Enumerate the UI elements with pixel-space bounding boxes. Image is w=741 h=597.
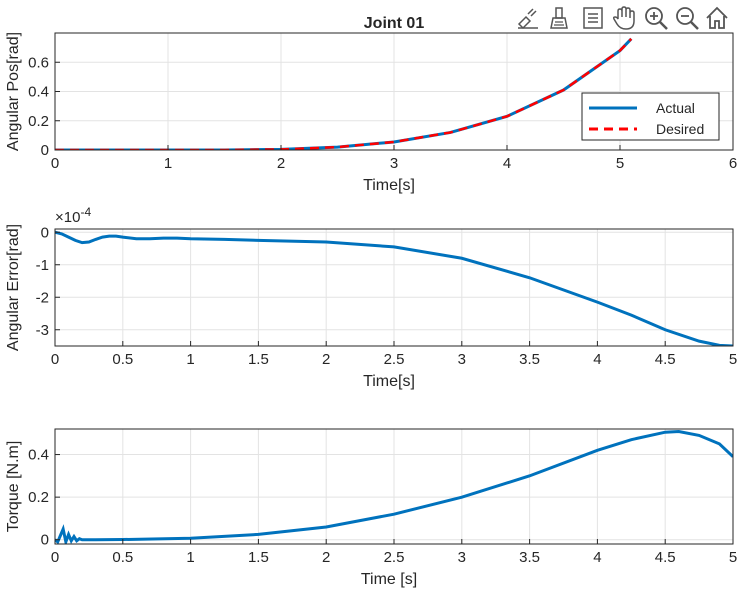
x-tick-label: 5 [616,155,624,172]
home-icon[interactable] [706,6,728,29]
x-tick-label: 1 [186,549,194,566]
x-tick-label: 0 [51,549,59,566]
y-tick-label: 0.6 [28,54,49,71]
y-tick-label: 0 [41,142,49,159]
zoom-in-icon[interactable] [645,7,668,30]
y-tick-label: 0.2 [28,489,49,506]
x-tick-label: 3.5 [519,549,540,566]
y-axis-label: Torque [N.m] [5,441,22,533]
x-tick-label: 5 [729,351,737,368]
y-tick-label: -1 [36,257,49,274]
series-line-desired [55,37,633,150]
series-line-1 [55,430,733,544]
series-line-1 [55,230,733,346]
subplot-1: 0 1 2 3 4 5 6 0 0.2 0.4 0.6 Time[s] Angular Pos[rad]… [5,32,737,194]
x-tick-label: 2 [277,155,285,172]
subplot-2: 0 0.5 1 1.5 2 2.5 3 3.5 4 4.5 5 0 -1 -2 -3 Time[s] Angul… [5,205,737,390]
y-tick-label: 0.4 [28,447,49,464]
x-tick-label: 1.5 [248,549,269,566]
legend-entry-actual: Actual [656,100,695,116]
x-tick-label: 4.5 [655,549,676,566]
subplots: 0 1 2 3 4 5 6 0 0.2 0.4 0.6 Time[s] Angular Pos[rad]… [5,32,737,588]
x-axis-label: Time[s] [363,373,415,390]
x-tick-label: 3 [390,155,398,172]
x-tick-label: 3.5 [519,351,540,368]
x-tick-label: 2 [322,351,330,368]
y-tick-label: 0 [41,224,49,241]
pan-hand-icon[interactable] [612,6,635,30]
x-tick-label: 4 [503,155,511,172]
y-multiplier-exponent: -4 [80,205,91,219]
legend[interactable]: Actual Desired [581,92,720,141]
x-tick-label: 0 [51,155,59,172]
y-tick-label: -3 [36,322,49,339]
subplot-3: 0 0.5 1 1.5 2 2.5 3 3.5 4 4.5 5 0 0.2 0.4 Time [s] Torq… [5,428,737,588]
y-axis-label: Angular Pos[rad] [5,32,22,151]
legend-box [581,92,720,141]
y-tick-label: 0.4 [28,84,49,101]
y-tick-label: 0.2 [28,113,49,130]
x-tick-label: 0.5 [112,351,133,368]
x-tick-label: 4 [593,351,601,368]
x-tick-label: 2 [322,549,330,566]
figure-toolbar [517,6,728,30]
x-axis-label: Time[s] [363,177,415,194]
chart-title: Joint 01 [364,15,425,32]
legend-entry-desired: Desired [656,121,704,137]
brush-icon[interactable] [550,7,568,29]
x-tick-label: 3 [458,549,466,566]
x-tick-label: 1.5 [248,351,269,368]
y-tick-label: 0 [41,532,49,549]
x-tick-label: 0.5 [112,549,133,566]
x-tick-label: 3 [458,351,466,368]
x-axis-label: Time [s] [361,571,417,588]
y-axis-label: Angular Error[rad] [5,224,22,351]
x-tick-label: 4.5 [655,351,676,368]
x-tick-label: 1 [164,155,172,172]
x-tick-label: 2.5 [384,351,405,368]
y-multiplier: ×10-4 [55,205,91,226]
x-tick-label: 0 [51,351,59,368]
x-tick-label: 6 [729,155,737,172]
zoom-out-icon[interactable] [676,7,699,30]
grid-lines [54,229,734,346]
legend-toggle-icon[interactable] [583,7,603,29]
x-tick-label: 4 [593,549,601,566]
x-tick-label: 5 [729,549,737,566]
edit-plot-icon[interactable] [517,8,538,30]
x-tick-label: 1 [186,351,194,368]
y-tick-label: -2 [36,289,49,306]
x-tick-label: 2.5 [384,549,405,566]
